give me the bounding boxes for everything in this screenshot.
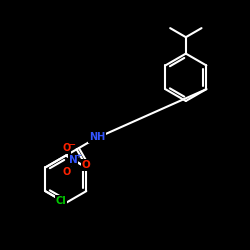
- Text: NH: NH: [89, 132, 105, 142]
- Text: Cl: Cl: [56, 196, 66, 206]
- Text: O: O: [62, 143, 71, 153]
- Text: −: −: [68, 140, 75, 148]
- Text: +: +: [75, 153, 81, 159]
- Text: N: N: [69, 155, 78, 165]
- Text: O: O: [81, 160, 90, 170]
- Text: O: O: [62, 167, 71, 177]
